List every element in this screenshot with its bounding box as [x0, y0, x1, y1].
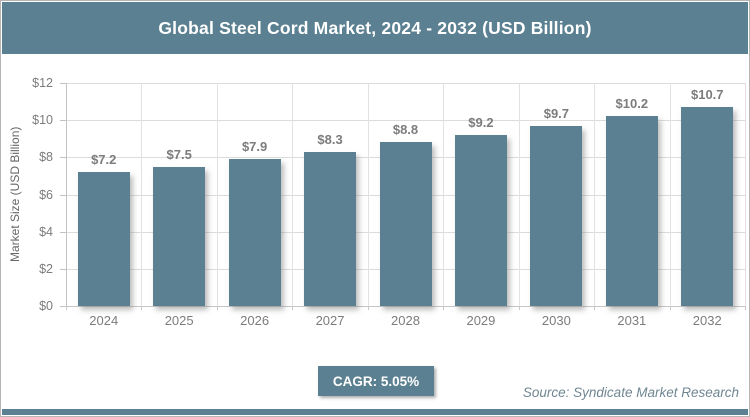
bar-value-label: $8.8: [392, 122, 419, 138]
bar-value-label: $7.2: [91, 152, 117, 168]
x-tick-mark: [443, 306, 444, 310]
bar-2025: [153, 166, 206, 306]
gridline-v: [670, 83, 671, 306]
gridline-h: [66, 120, 745, 122]
y-tick-mark: [60, 268, 66, 270]
gridline-v: [141, 83, 142, 306]
gridline-v: [594, 83, 595, 306]
x-tick-label: 2031: [617, 313, 647, 328]
x-tick-label: 2032: [692, 313, 722, 328]
y-tick-label: $8: [39, 150, 53, 165]
cagr-badge: CAGR: 5.05%: [318, 366, 434, 396]
bar-2029: [454, 135, 507, 306]
plot-area: $7.2 $7.5 $7.9 $8.3 $8.8 $9.2 $9.7 $10.2 $10.7: [66, 83, 746, 310]
y-axis-line: [66, 83, 67, 306]
bar-2028: [379, 142, 432, 306]
gridline-v: [519, 83, 520, 306]
y-tick-label: $4: [39, 224, 53, 239]
x-tick-mark: [519, 306, 520, 310]
bar-value-label: $10.7: [690, 87, 724, 103]
y-tick-mark: [60, 306, 66, 307]
gridline-h: [66, 306, 745, 307]
y-tick-mark: [60, 120, 66, 122]
bar-2032: [681, 107, 734, 306]
x-tick-label: 2030: [541, 313, 571, 328]
x-tick-label: 2025: [164, 313, 194, 328]
gridline-v: [368, 83, 369, 306]
y-tick-mark: [60, 83, 66, 84]
x-tick-label: 2026: [240, 313, 270, 328]
source-credit: Source: Syndicate Market Research: [522, 385, 739, 400]
bar-value-label: $8.3: [317, 131, 343, 147]
bar-2031: [605, 116, 658, 306]
bar-2024: [77, 172, 130, 306]
y-tick-label: $0: [39, 299, 53, 313]
bar-value-label: $9.2: [468, 115, 494, 131]
x-tick-mark: [66, 306, 67, 310]
x-tick-label: 2028: [391, 313, 420, 328]
gridline-v: [217, 83, 218, 306]
y-tick-mark: [60, 157, 66, 159]
gridline-v: [292, 83, 293, 306]
y-tick-label: $6: [39, 187, 53, 202]
x-tick-mark: [292, 306, 293, 310]
bar-value-label: $7.9: [241, 139, 268, 155]
bar-value-label: $9.7: [543, 105, 570, 121]
bottom-accent-bar: [2, 409, 748, 415]
x-tick-mark: [745, 306, 746, 310]
y-tick-label: $12: [32, 76, 53, 90]
y-tick-label: $2: [39, 261, 53, 276]
y-tick-label: $10: [32, 113, 53, 128]
gridline-v: [443, 83, 444, 306]
bar-value-label: $7.5: [166, 146, 192, 162]
chart-title-bar: Global Steel Cord Market, 2024 - 2032 (U…: [2, 2, 748, 54]
y-axis-labels: $0 $2 $4 $6 $8 $10 $12: [1, 76, 66, 313]
chart-title: Global Steel Cord Market, 2024 - 2032 (U…: [158, 17, 592, 38]
x-tick-mark: [670, 306, 671, 310]
x-axis-labels: 2024 2025 2026 2027 2028 2029 2030 2031 2032: [66, 313, 745, 331]
x-tick-mark: [594, 306, 595, 310]
bar-2030: [530, 125, 583, 306]
y-tick-mark: [60, 194, 66, 196]
bar-2026: [228, 159, 281, 306]
y-tick-mark: [60, 231, 66, 233]
gridline-h: [66, 83, 745, 84]
gridline-v: [745, 83, 746, 306]
x-tick-label: 2027: [315, 313, 345, 328]
x-tick-mark: [141, 306, 142, 310]
x-tick-label: 2029: [466, 313, 496, 328]
bar-value-label: $10.2: [615, 96, 649, 112]
bar-2027: [304, 151, 357, 306]
x-tick-mark: [217, 306, 218, 310]
x-tick-mark: [368, 306, 369, 310]
x-tick-label: 2024: [89, 313, 119, 328]
